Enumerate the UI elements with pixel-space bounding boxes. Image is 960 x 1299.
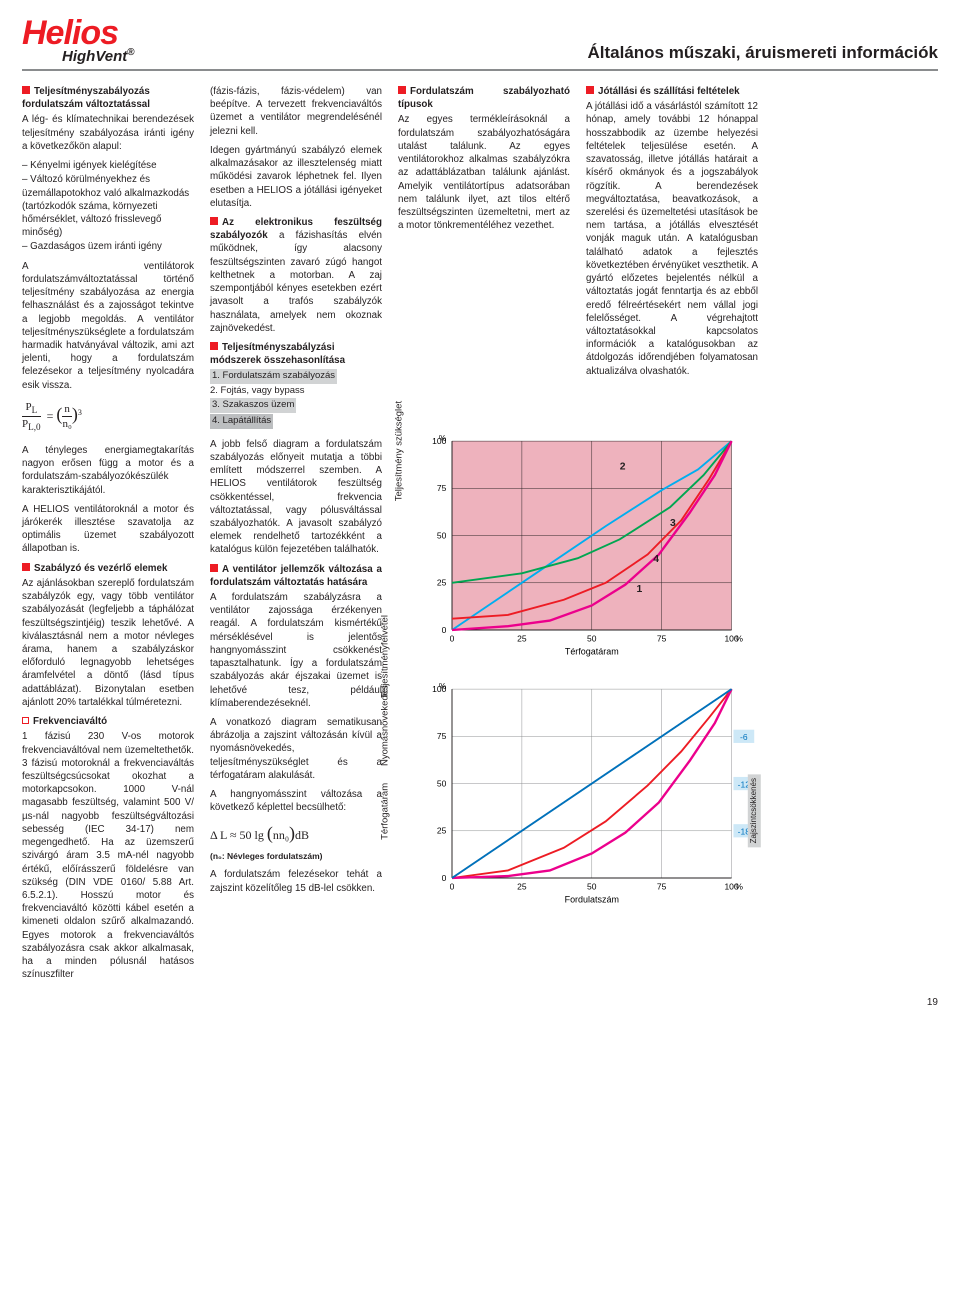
db-formula-note: (n₀: Névleges fordulatszám)	[210, 851, 382, 862]
heading-comparison: Teljesítményszabályzási módszerek összeh…	[210, 341, 382, 367]
col2-p6: A vonatkozó diagram sematikusan ábrázolj…	[210, 716, 382, 782]
chart-power-vs-flow: Teljesítmény szükséglet 0255075100025507…	[418, 430, 758, 660]
col1-p3: A tényleges energiamegtakarítás nagyon e…	[22, 444, 194, 497]
chart2-svg: 02550751000255075100%%Fordulatszám-6-12-…	[418, 678, 758, 908]
svg-text:50: 50	[437, 530, 447, 540]
col3-p2: A jótállási idő a vásárlástól számított …	[586, 100, 758, 378]
comparison-list: 1. Fordulatszám szabályozás 2. Fojtás, v…	[210, 369, 382, 429]
col3-p1: Az egyes termékleírásoknál a fordulatszá…	[398, 113, 570, 232]
svg-text:4: 4	[653, 554, 659, 565]
header-title: Általános műszaki, áruismereti informáci…	[587, 43, 938, 65]
svg-text:75: 75	[657, 633, 667, 643]
svg-text:-6: -6	[740, 732, 748, 742]
svg-text:25: 25	[437, 577, 447, 587]
col2-p4: A jobb felső diagram a fordulatszám szab…	[210, 438, 382, 557]
svg-text:0: 0	[442, 873, 447, 883]
heading-warranty: Jótállási és szállítási feltételek	[586, 85, 758, 98]
col1-p2: A ventilátorok fordulatszámváltoztatássa…	[22, 260, 194, 392]
heading-power-control: Teljesítményszabályozás fordulatszám vál…	[22, 85, 194, 111]
svg-text:25: 25	[517, 633, 527, 643]
svg-text:Térfogatáram: Térfogatáram	[565, 646, 619, 656]
svg-text:75: 75	[437, 731, 447, 741]
content-columns: Teljesítményszabályozás fordulatszám vál…	[22, 85, 938, 987]
svg-text:%: %	[439, 681, 447, 691]
charts-container: Teljesítmény szükséglet 0255075100025507…	[398, 430, 758, 908]
column-right: Fordulatszám szabályozható típusok Az eg…	[398, 85, 758, 987]
col1-bullets: Kényelmi igények kielégítése Változó kör…	[22, 159, 194, 254]
svg-text:Fordulatszám: Fordulatszám	[565, 894, 619, 904]
svg-text:50: 50	[587, 633, 597, 643]
svg-text:2: 2	[620, 461, 626, 472]
svg-text:50: 50	[587, 881, 597, 891]
col1-p6: 1 fázisú 230 V-os motorok frekvenciavált…	[22, 730, 194, 981]
col2-p3-block: Az elektronikus feszültség szabályozók a…	[210, 216, 382, 335]
svg-text:25: 25	[517, 881, 527, 891]
svg-text:75: 75	[657, 881, 667, 891]
logo-sub: HighVent®	[62, 47, 135, 65]
logo-block: Helios HighVent®	[22, 20, 135, 65]
svg-text:0: 0	[450, 881, 455, 891]
heading-control-elements: Szabályzó és vezérlő elemek	[22, 562, 194, 575]
heading-freq-inverter: Frekvenciaváltó	[22, 715, 194, 728]
col1-p4: A HELIOS ventilátoroknál a motor és járó…	[22, 503, 194, 556]
svg-text:50: 50	[437, 778, 447, 788]
column-1: Teljesítményszabályozás fordulatszám vál…	[22, 85, 194, 987]
power-formula: PLPL,0 = (nn₀)3	[22, 400, 194, 434]
svg-text:25: 25	[437, 825, 447, 835]
col1-p1: A lég- és klímatechnikai berendezések te…	[22, 113, 194, 153]
col2-p1: (fázis-fázis, fázis-védelem) van beépítv…	[210, 85, 382, 138]
svg-text:%: %	[735, 881, 743, 891]
col2-p5: A fordulatszám szabályzásra a ventilátor…	[210, 591, 382, 710]
svg-text:1: 1	[637, 584, 643, 595]
svg-text:%: %	[439, 433, 447, 443]
heading-fan-changes: A ventilátor jellemzők változása a fordu…	[210, 563, 382, 589]
col2-p8: A fordulatszám felezésekor tehát a zajsz…	[210, 868, 382, 894]
svg-text:75: 75	[437, 483, 447, 493]
db-formula: Δ L ≈ 50 lg (nn₀)dB	[210, 821, 382, 845]
svg-text:%: %	[735, 633, 743, 643]
col2-p7: A hangnyomásszint változása a következő …	[210, 788, 382, 814]
column-2: (fázis-fázis, fázis-védelem) van beépítv…	[210, 85, 382, 987]
heading-speed-types: Fordulatszám szabályozható típusok	[398, 85, 570, 111]
svg-text:0: 0	[450, 633, 455, 643]
chart1-svg: 02550751000255075100%%Térfogatáram2341	[418, 430, 758, 660]
page-header: Helios HighVent® Általános műszaki, árui…	[22, 20, 938, 71]
page-number: 19	[22, 997, 938, 1008]
col1-p5: Az ajánlásokban szereplő fordulatszám sz…	[22, 577, 194, 709]
chart-speed-curves: Térfogatáram Nyomásnövekedés Teljesítmén…	[418, 678, 758, 908]
svg-text:3: 3	[670, 518, 676, 529]
svg-text:0: 0	[442, 625, 447, 635]
col2-p2: Idegen gyártmányú szabályzó elemek alkal…	[210, 144, 382, 210]
